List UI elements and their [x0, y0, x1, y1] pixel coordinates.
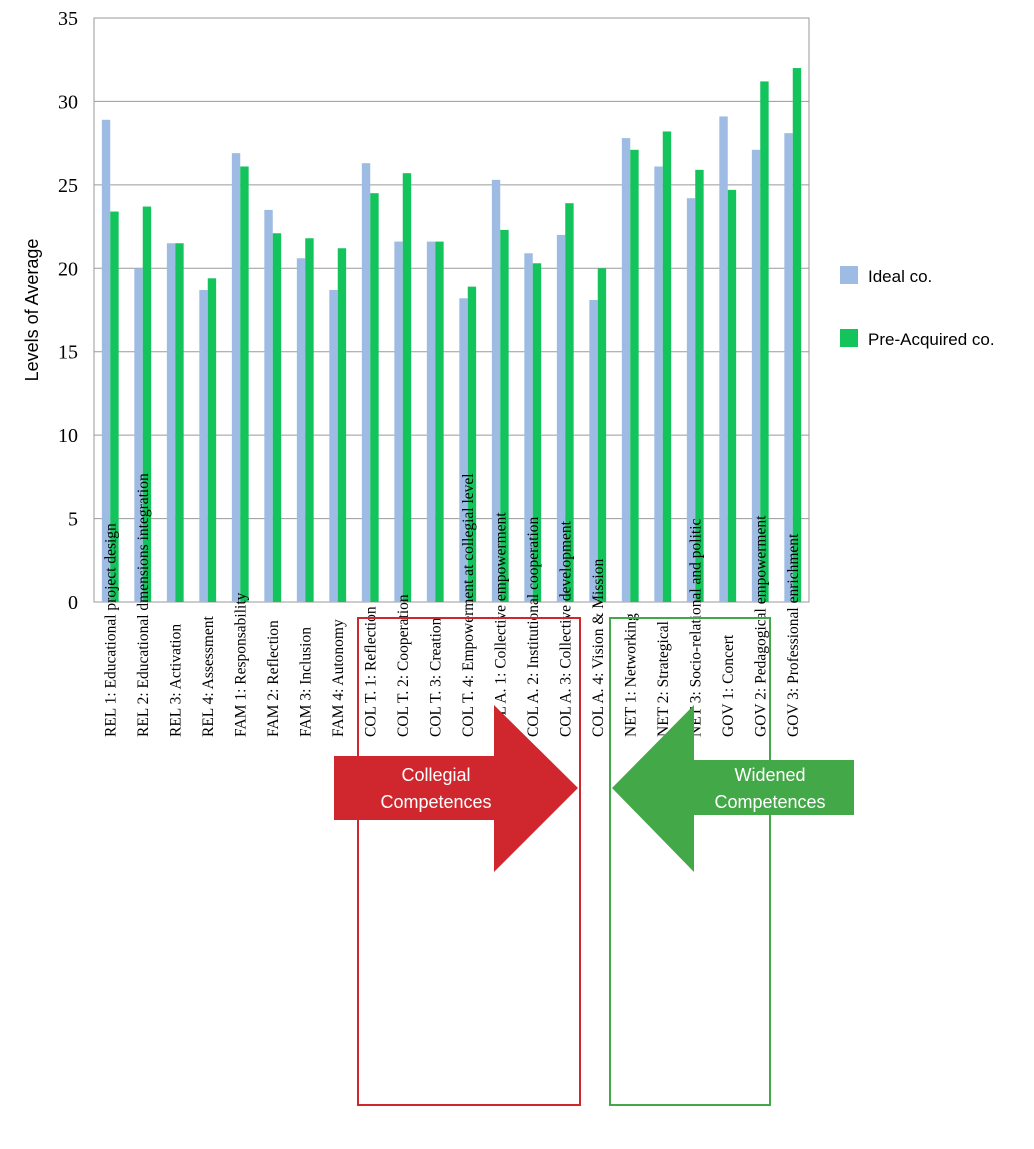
- y-tick-label: 35: [58, 8, 78, 30]
- bar-ideal: [296, 258, 306, 602]
- collegial-arrow: [334, 705, 578, 872]
- x-tick-label: GOV 1: Concert: [720, 634, 737, 737]
- x-tick-label: COL T. 1: Reflection: [362, 606, 379, 737]
- x-tick-label: GOV 2: Pedagogical empowerment: [752, 515, 769, 737]
- x-tick-label: NET 1: Networking: [622, 613, 639, 737]
- x-tick-label: REL 3: Activation: [167, 624, 184, 737]
- y-axis-ticks: 0 5 10 15 20 25 30 35: [58, 8, 78, 614]
- x-tick-label: FAM 2: Reflection: [265, 620, 282, 737]
- x-tick-label: FAM 4: Autonomy: [330, 619, 347, 737]
- y-tick-label: 30: [58, 91, 78, 113]
- x-tick-label: NET 2: Strategical: [655, 621, 672, 737]
- bar-pre-acquired: [370, 193, 379, 602]
- bar-pre-acquired: [110, 211, 119, 603]
- bar-ideal: [621, 138, 631, 602]
- x-tick-label: COL T. 4: Empowerment at collegial level: [460, 473, 477, 737]
- x-axis-ticks: REL 1: Educational project design REL 2: …: [102, 473, 802, 737]
- plot-area: 0 5 10 15 20 25 30 35 REL 1: Educational projec…: [58, 8, 810, 737]
- collegial-arrow-label-2: Competences: [380, 792, 491, 812]
- bar-pre-acquired: [597, 268, 607, 602]
- y-tick-label: 10: [58, 425, 78, 447]
- bar-ideal: [751, 149, 761, 602]
- bar-pre-acquired: [305, 238, 314, 602]
- bar-ideal: [101, 119, 111, 602]
- legend-label-ideal: Ideal co.: [868, 267, 932, 286]
- bar-pre-acquired: [402, 173, 412, 602]
- x-tick-label: COL A. 1: Collective empowerment: [492, 512, 509, 737]
- x-tick-label: GOV 3: Professional enrichment: [785, 533, 802, 737]
- y-tick-label: 25: [58, 175, 78, 197]
- bar-ideal: [589, 299, 598, 602]
- bar-ideal: [491, 179, 501, 602]
- x-tick-label: FAM 1: Responsability: [232, 592, 249, 737]
- x-tick-label: REL 1: Educational project design: [102, 523, 119, 737]
- legend: Ideal co. Pre-Acquired co.: [840, 266, 995, 349]
- y-tick-label: 5: [68, 509, 78, 531]
- bar-pre-acquired: [142, 206, 152, 603]
- bar-pre-acquired: [467, 286, 477, 602]
- widened-arrow-label-2: Competences: [714, 792, 825, 812]
- bar-pre-acquired: [272, 233, 282, 602]
- bars: [101, 68, 802, 603]
- x-tick-label: COL A. 2: Institutional cooperation: [525, 516, 542, 737]
- x-tick-label: REL 4: Assessment: [200, 615, 217, 737]
- bar-pre-acquired: [532, 263, 542, 602]
- bar-ideal: [166, 243, 176, 602]
- widened-group: Widened Competences: [609, 617, 854, 1106]
- legend-swatch-ideal: [840, 266, 858, 284]
- bar-pre-acquired: [695, 169, 704, 602]
- bar-ideal: [329, 289, 338, 602]
- y-tick-label: 0: [68, 592, 78, 614]
- x-tick-label: REL 2: Educational dmensions integration: [135, 473, 152, 737]
- bar-ideal: [231, 153, 241, 602]
- y-axis-label: Levels of Average: [22, 239, 42, 382]
- bar-ideal: [394, 241, 403, 602]
- bar-pre-acquired: [175, 243, 184, 602]
- bar-ideal: [426, 241, 436, 602]
- bar-ideal: [199, 289, 208, 602]
- bar-pre-acquired: [727, 189, 737, 603]
- bar-pre-acquired: [760, 81, 769, 602]
- bar-pre-acquired: [792, 68, 802, 602]
- bar-ideal: [719, 116, 728, 602]
- x-tick-label: FAM 3: Inclusion: [297, 627, 314, 737]
- widened-arrow: [612, 705, 854, 872]
- y-tick-label: 15: [58, 342, 78, 364]
- x-tick-label: COL A. 3: Collective development: [557, 520, 574, 737]
- bar-pre-acquired: [662, 131, 672, 602]
- bar-pre-acquired: [630, 149, 639, 602]
- bar-pre-acquired: [565, 203, 574, 602]
- bar-ideal: [361, 163, 371, 603]
- widened-arrow-label-1: Widened: [734, 765, 805, 785]
- widened-box: [609, 617, 771, 1106]
- bar-ideal: [686, 198, 696, 602]
- bar-ideal: [784, 133, 793, 602]
- bar-pre-acquired: [207, 278, 217, 602]
- bar-ideal: [459, 298, 468, 602]
- collegial-group: Collegial Competences: [334, 617, 581, 1106]
- bar-pre-acquired: [240, 166, 249, 602]
- bar-ideal: [524, 253, 533, 602]
- bar-ideal: [134, 268, 143, 602]
- legend-label-pre-acquired: Pre-Acquired co.: [868, 330, 995, 349]
- y-tick-label: 20: [58, 258, 78, 280]
- bar-pre-acquired: [337, 248, 347, 602]
- bar-ideal: [556, 234, 566, 602]
- legend-swatch-pre-acquired: [840, 329, 858, 347]
- bar-ideal: [654, 166, 663, 602]
- x-tick-label: COL T. 3: Creation: [427, 617, 444, 737]
- x-tick-label: NET 3: Socio-relational and politic: [687, 518, 704, 737]
- bar-pre-acquired: [435, 241, 444, 602]
- x-tick-label: COL T. 2: Cooperation: [395, 594, 412, 737]
- bar-ideal: [264, 209, 273, 602]
- collegial-arrow-label-1: Collegial: [401, 765, 470, 785]
- x-tick-label: COL A. 4: Vision & Mission: [590, 559, 607, 737]
- collegial-box: [357, 617, 581, 1106]
- bar-pre-acquired: [500, 229, 509, 602]
